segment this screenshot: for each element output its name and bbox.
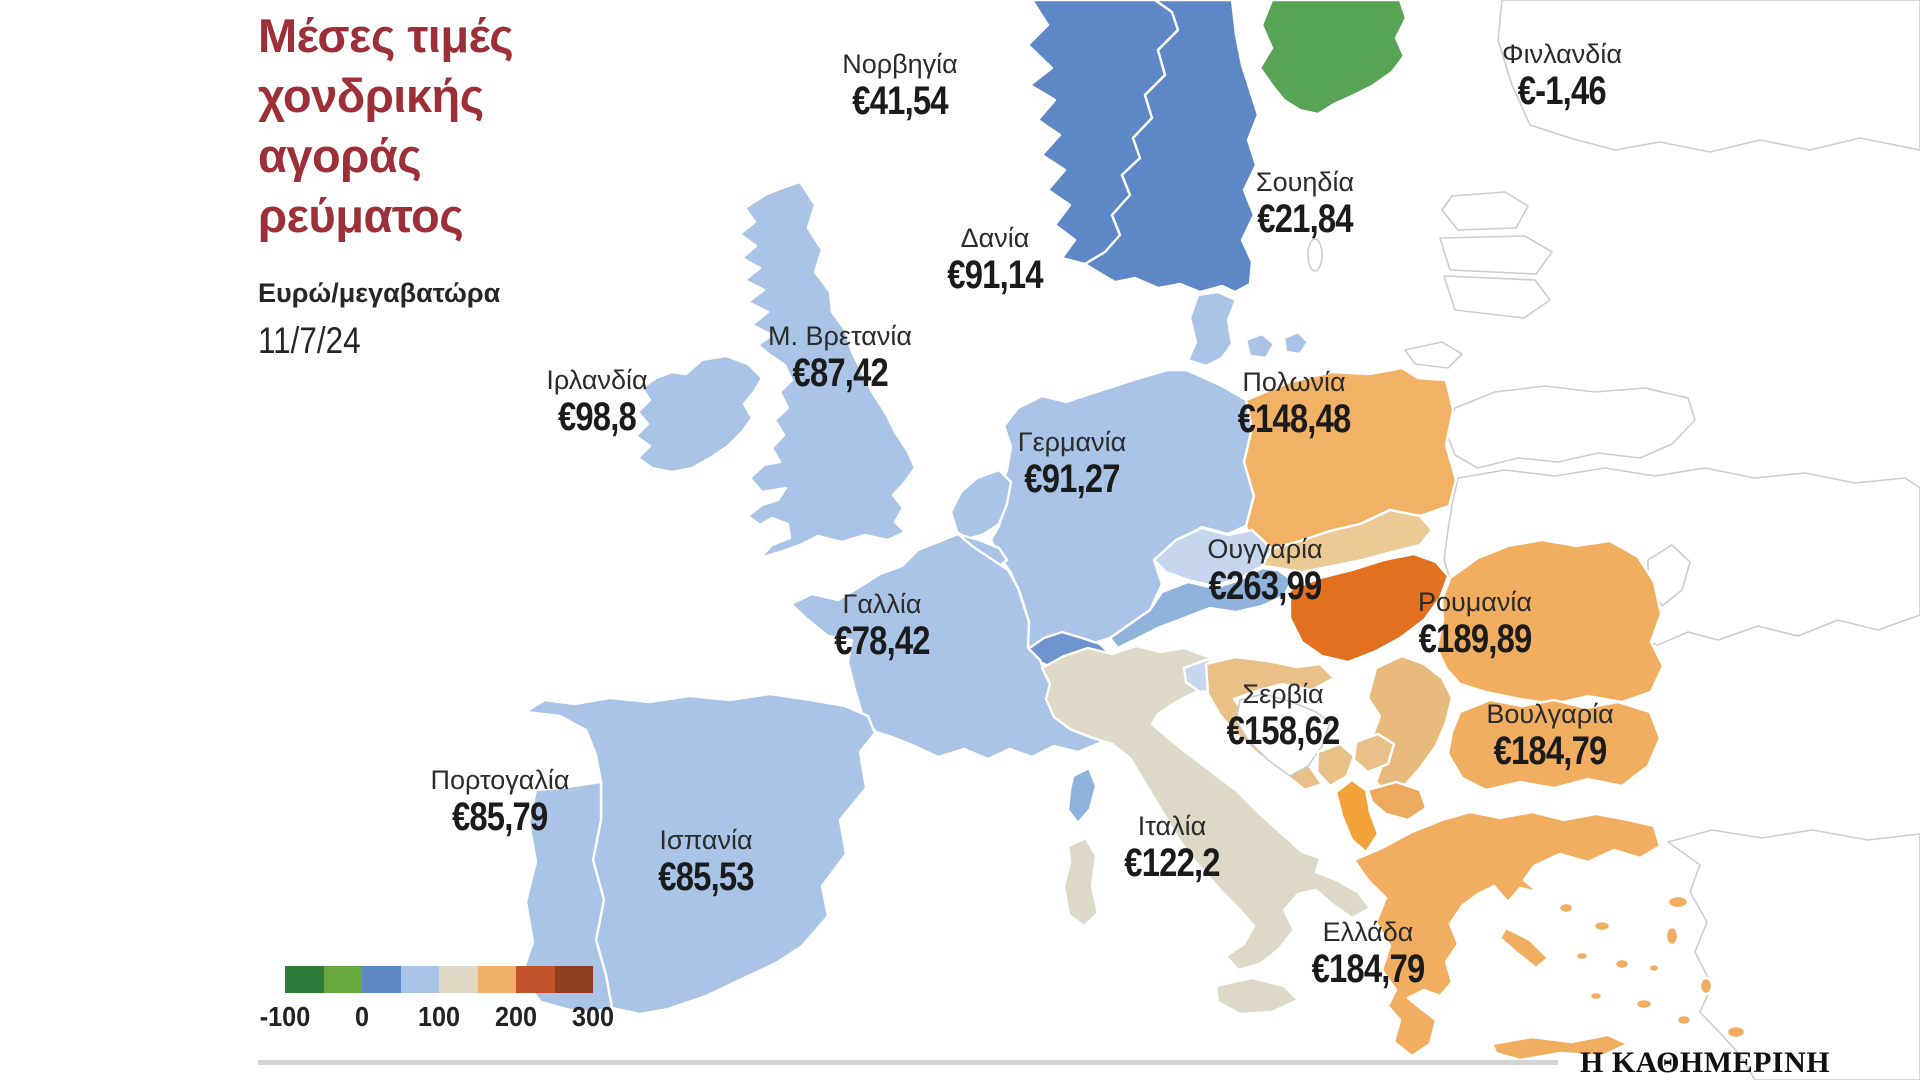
country-ireland	[634, 354, 764, 474]
date-label: 11/7/24	[258, 320, 361, 361]
country-russia	[1497, 0, 1920, 153]
country-lithuania	[1443, 275, 1551, 319]
country-albania	[1334, 778, 1380, 854]
country-greece	[1352, 810, 1662, 1058]
label-denmark: Δανία €91,14	[947, 223, 1043, 297]
country-germany	[989, 368, 1256, 654]
country-slovakia	[1260, 508, 1434, 574]
country-finland	[1258, 0, 1408, 116]
country-sweden	[1083, 0, 1260, 294]
legend-tick: -100	[259, 1001, 311, 1032]
page-title-line-3: αγοράς	[258, 129, 422, 182]
country-hungary	[1288, 552, 1450, 664]
label-sweden: Σουηδία €21,84	[1255, 167, 1355, 241]
label-greece: Ελλάδα €184,79	[1311, 917, 1426, 991]
page-title-line-1: Μέσες τιμές	[258, 9, 514, 62]
country-portugal	[519, 780, 614, 1014]
color-scale-legend: -100 0 100 200 300	[260, 966, 614, 1035]
label-france: Γαλλία €78,42	[834, 589, 930, 663]
country-belarus	[1445, 385, 1696, 469]
country-estonia	[1441, 191, 1529, 231]
legend-tick: 0	[354, 1001, 370, 1032]
country-romania	[1435, 538, 1665, 706]
legend-swatches	[285, 966, 593, 993]
label-finland: Φινλανδία €-1,46	[1502, 39, 1622, 113]
legend-swatch-2	[323, 966, 362, 993]
country-latvia	[1439, 235, 1553, 275]
country-serbia	[1366, 654, 1454, 798]
label-norway: Νορβηγία €41,54	[842, 49, 958, 123]
label-uk: Μ. Βρετανία €87,42	[768, 321, 912, 395]
legend-swatch-8	[554, 966, 593, 993]
island-corsica	[1066, 766, 1098, 825]
label-spain: Ισπανία €85,53	[658, 825, 754, 899]
country-kaliningrad	[1404, 341, 1463, 369]
legend-swatch-1	[285, 966, 324, 993]
label-bulgaria: Βουλγαρία €184,79	[1486, 699, 1614, 773]
legend-swatch-6	[477, 966, 516, 993]
country-denmark	[1186, 290, 1238, 368]
legend-tick: 200	[494, 1001, 538, 1032]
label-italy: Ιταλία €122,2	[1124, 811, 1220, 885]
label-poland: Πολωνία €148,48	[1237, 367, 1352, 441]
page-title-line-2: χονδρικής	[258, 69, 484, 122]
country-france	[789, 532, 1104, 761]
island-sicily	[1214, 976, 1300, 1016]
label-ireland: Ιρλανδία €98,8	[546, 365, 648, 439]
legend-ticks: -100 0 100 200 300	[260, 1001, 614, 1035]
legend-swatch-5	[439, 966, 478, 993]
label-portugal: Πορτογαλία €85,79	[430, 765, 570, 839]
title-block: Μέσες τιμές χονδρικής αγοράς ρεύματος	[258, 6, 514, 246]
legend-tick: 100	[417, 1001, 461, 1032]
country-bosnia	[1235, 693, 1331, 777]
country-bulgaria	[1446, 698, 1662, 792]
greece-islands	[1490, 894, 1747, 1062]
label-romania: Ρουμανία €189,89	[1417, 587, 1533, 661]
country-north-macedonia	[1366, 780, 1428, 822]
legend-tick: 300	[571, 1001, 615, 1032]
unit-label: Ευρώ/μεγαβατώρα	[258, 278, 501, 308]
footer-divider	[258, 1060, 1558, 1065]
label-serbia: Σερβία €158,62	[1226, 679, 1341, 753]
legend-swatch-7	[516, 966, 555, 993]
country-denmark-zealand	[1244, 332, 1276, 360]
country-austria	[1108, 566, 1294, 650]
country-netherlands	[949, 468, 1013, 541]
island-gotland	[1307, 238, 1323, 272]
country-montenegro	[1315, 742, 1356, 788]
label-hungary: Ουγγαρία €263,99	[1207, 534, 1323, 608]
legend-swatch-4	[400, 966, 439, 993]
kathimerini-logo: Η ΚΑΘΗΜΕΡΙΝΗ	[1580, 1046, 1831, 1079]
island-sardinia	[1062, 836, 1100, 928]
legend-swatch-3	[362, 966, 401, 993]
country-turkey	[1667, 829, 1920, 1080]
country-kosovo	[1352, 732, 1396, 774]
country-uk	[738, 180, 917, 560]
page-title-line-4: ρεύματος	[258, 189, 464, 242]
label-germany: Γερμανία €91,27	[1017, 427, 1127, 501]
country-denmark-funen	[1282, 330, 1310, 356]
